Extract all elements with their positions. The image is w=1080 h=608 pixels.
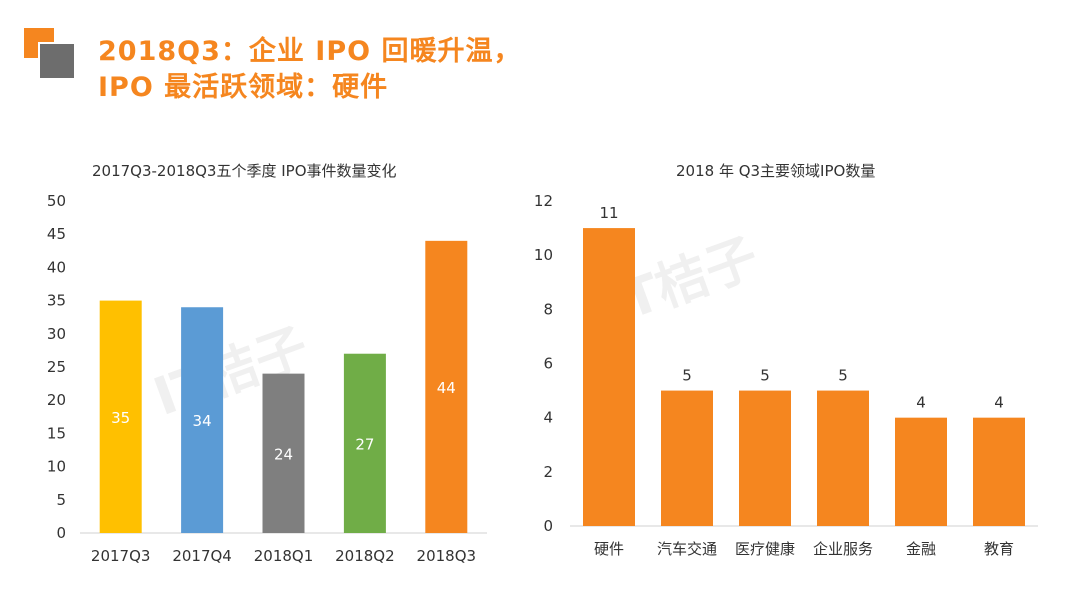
- data-label: 5: [760, 367, 770, 385]
- y-tick-label: 15: [47, 424, 66, 442]
- y-tick-label: 10: [47, 458, 66, 476]
- x-tick-label: 2017Q4: [172, 547, 232, 565]
- data-label: 24: [274, 445, 293, 463]
- x-tick-label: 2018Q1: [254, 547, 314, 565]
- bar-汽车交通: [661, 390, 713, 526]
- x-tick-label: 2017Q3: [91, 547, 151, 565]
- bar-2018Q3: [425, 240, 468, 533]
- chart1-title: 2017Q3-2018Q3五个季度 IPO事件数量变化: [92, 162, 397, 180]
- y-tick-label: 0: [56, 524, 66, 542]
- x-tick-label: 2018Q3: [417, 547, 477, 565]
- y-tick-label: 30: [47, 325, 66, 343]
- bar-2017Q4: [181, 307, 224, 533]
- data-label: 5: [682, 367, 692, 385]
- y-tick-label: 2: [543, 463, 553, 481]
- logo: [24, 28, 76, 80]
- data-label: 35: [111, 409, 130, 427]
- x-tick-label: 医疗健康: [735, 540, 795, 558]
- data-label: 44: [437, 379, 456, 397]
- page-title: 2018Q3：企业 IPO 回暖升温， IPO 最活跃领域：硬件: [98, 34, 521, 106]
- bar-2017Q3: [99, 300, 142, 533]
- page-title-line1: 2018Q3：企业 IPO 回暖升温，: [98, 36, 522, 67]
- bar-硬件: [583, 228, 635, 527]
- y-tick-label: 6: [543, 355, 553, 373]
- data-label: 4: [994, 394, 1004, 412]
- bar-教育: [973, 417, 1025, 526]
- data-label: 34: [193, 412, 212, 430]
- y-tick-label: 20: [47, 391, 66, 409]
- y-tick-label: 40: [47, 258, 66, 276]
- page-title-line2: IPO 最活跃领域：硬件: [98, 72, 389, 103]
- y-tick-label: 10: [534, 246, 553, 264]
- bar-2018Q1: [262, 373, 305, 533]
- y-tick-label: 35: [47, 292, 66, 310]
- x-tick-label: 教育: [984, 540, 1014, 558]
- chart2-title: 2018 年 Q3主要领域IPO数量: [676, 162, 876, 180]
- y-tick-label: 5: [56, 491, 66, 509]
- y-tick-label: 8: [543, 300, 553, 318]
- bar-企业服务: [817, 390, 869, 526]
- y-tick-label: 25: [47, 358, 66, 376]
- x-tick-label: 企业服务: [813, 540, 873, 558]
- data-label: 27: [355, 435, 374, 453]
- y-tick-label: 50: [47, 192, 66, 210]
- x-tick-label: 金融: [906, 540, 936, 558]
- data-label: 11: [599, 204, 618, 222]
- y-tick-label: 4: [543, 409, 553, 427]
- chart-sector-ipo: 0 2 4 6 8 10 12 11 硬件 5 汽车交通 5 医疗健康 5 企业服务 4 金融 4 教育: [534, 192, 1038, 558]
- data-label: 5: [838, 367, 848, 385]
- x-tick-label: 汽车交通: [657, 540, 717, 558]
- x-tick-label: 硬件: [594, 540, 624, 558]
- y-tick-label: 0: [543, 517, 553, 535]
- chart-quarterly-ipo: 0 5 10 15 20 25 30 35 40 45 50 35 2017Q3 34 2017Q4 24 20…: [47, 192, 487, 565]
- bar-2018Q2: [343, 353, 386, 533]
- data-label: 4: [916, 394, 926, 412]
- y-tick-label: 45: [47, 225, 66, 243]
- bar-医疗健康: [739, 390, 791, 526]
- x-tick-label: 2018Q2: [335, 547, 395, 565]
- bar-金融: [895, 417, 947, 526]
- y-tick-label: 12: [534, 192, 553, 210]
